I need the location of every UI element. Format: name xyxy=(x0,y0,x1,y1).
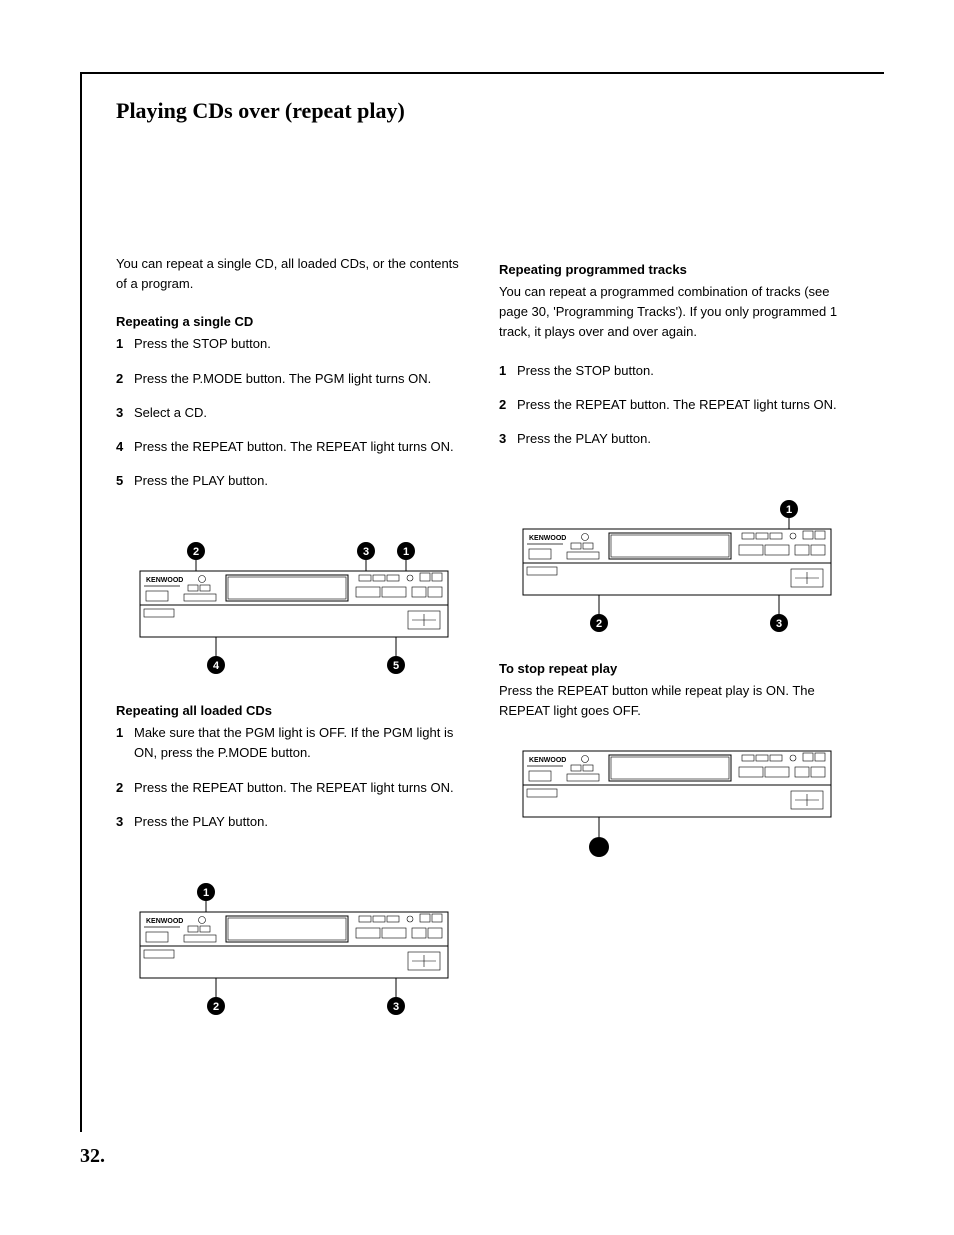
step-text: Press the PLAY button. xyxy=(134,471,471,491)
cd-player-diagram-icon: 1 KENWOOD xyxy=(134,850,454,1020)
step-number: 1 xyxy=(116,723,134,763)
step-number: 2 xyxy=(116,369,134,389)
step-text: Press the PLAY button. xyxy=(134,812,471,832)
svg-text:3: 3 xyxy=(775,618,781,630)
step: 5Press the PLAY button. xyxy=(116,471,471,491)
svg-text:4: 4 xyxy=(212,660,219,672)
heading-repeating-single-cd: Repeating a single CD xyxy=(116,312,471,332)
callout-2: 2 xyxy=(590,595,608,632)
left-column: You can repeat a single CD, all loaded C… xyxy=(116,254,471,1042)
page-frame: Playing CDs over (repeat play) You can r… xyxy=(80,72,884,1132)
cd-player-diagram-icon: KENWOOD xyxy=(517,739,837,879)
step-number: 4 xyxy=(116,437,134,457)
step-text: Press the PLAY button. xyxy=(517,429,854,449)
step-text: Press the REPEAT button. The REPEAT ligh… xyxy=(517,395,854,415)
page-number: 32. xyxy=(80,1145,105,1168)
heading-repeating-programmed: Repeating programmed tracks xyxy=(499,260,854,280)
step-number: 1 xyxy=(116,334,134,354)
callout-4: 4 xyxy=(207,637,225,674)
step-number: 2 xyxy=(116,778,134,798)
step: 1Make sure that the PGM light is OFF. If… xyxy=(116,723,471,763)
cd-player-diagram-icon: 1 KENWOOD xyxy=(517,467,837,637)
svg-text:KENWOOD: KENWOOD xyxy=(529,757,566,764)
svg-text:3: 3 xyxy=(362,546,368,558)
diagram-programmed: 1 KENWOOD xyxy=(499,467,854,637)
step-text: Press the STOP button. xyxy=(517,361,854,381)
step: 3Press the PLAY button. xyxy=(499,429,854,449)
cd-player-body: KENWOOD xyxy=(140,571,448,637)
svg-text:2: 2 xyxy=(192,546,198,558)
step-number: 2 xyxy=(499,395,517,415)
svg-text:1: 1 xyxy=(202,887,208,899)
svg-text:5: 5 xyxy=(392,660,398,672)
cd-player-body: KENWOOD xyxy=(140,912,448,978)
page-title: Playing CDs over (repeat play) xyxy=(116,98,854,124)
callout-5: 5 xyxy=(387,637,405,674)
content-columns: You can repeat a single CD, all loaded C… xyxy=(116,254,854,1042)
cd-player-body: KENWOOD xyxy=(523,529,831,595)
svg-text:KENWOOD: KENWOOD xyxy=(146,577,183,584)
step-text: Press the P.MODE button. The PGM light t… xyxy=(134,369,471,389)
step: 4Press the REPEAT button. The REPEAT lig… xyxy=(116,437,471,457)
callout-3: 3 xyxy=(770,595,788,632)
svg-text:1: 1 xyxy=(402,546,408,558)
step-text: Select a CD. xyxy=(134,403,471,423)
step: 1Press the STOP button. xyxy=(499,361,854,381)
step: 2Press the REPEAT button. The REPEAT lig… xyxy=(499,395,854,415)
svg-text:2: 2 xyxy=(212,1001,218,1013)
steps-repeating-single-cd: 1Press the STOP button. 2Press the P.MOD… xyxy=(116,334,471,491)
step: 3Select a CD. xyxy=(116,403,471,423)
callout-3: 3 xyxy=(387,978,405,1015)
steps-repeating-programmed: 1Press the STOP button. 2Press the REPEA… xyxy=(499,361,854,449)
svg-text:KENWOOD: KENWOOD xyxy=(529,535,566,542)
cd-player-body: KENWOOD xyxy=(523,751,831,817)
step-text: Press the STOP button. xyxy=(134,334,471,354)
step: 3Press the PLAY button. xyxy=(116,812,471,832)
diagram-all-cds: 1 KENWOOD xyxy=(116,850,471,1020)
step-number: 3 xyxy=(499,429,517,449)
step-text: Make sure that the PGM light is OFF. If … xyxy=(134,723,471,763)
right-column: Repeating programmed tracks You can repe… xyxy=(499,254,854,1042)
svg-text:3: 3 xyxy=(392,1001,398,1013)
callout-2: 2 xyxy=(207,978,225,1015)
diagram-stop-repeat: KENWOOD xyxy=(499,739,854,879)
diagram-single-cd: 2 3 1 KEN xyxy=(116,509,471,679)
callout-dot xyxy=(589,817,609,857)
step-number: 3 xyxy=(116,812,134,832)
step-number: 5 xyxy=(116,471,134,491)
step: 1Press the STOP button. xyxy=(116,334,471,354)
heading-stop-repeat: To stop repeat play xyxy=(499,659,854,679)
svg-text:KENWOOD: KENWOOD xyxy=(146,918,183,925)
heading-repeating-all-cds: Repeating all loaded CDs xyxy=(116,701,471,721)
svg-text:2: 2 xyxy=(595,618,601,630)
step-number: 1 xyxy=(499,361,517,381)
step-text: Press the REPEAT button. The REPEAT ligh… xyxy=(134,437,471,457)
step: 2Press the REPEAT button. The REPEAT lig… xyxy=(116,778,471,798)
step-text: Press the REPEAT button. The REPEAT ligh… xyxy=(134,778,471,798)
steps-repeating-all-cds: 1Make sure that the PGM light is OFF. If… xyxy=(116,723,471,832)
cd-player-diagram-icon: 2 3 1 KEN xyxy=(134,509,454,679)
intro-programmed: You can repeat a programmed combination … xyxy=(499,282,854,342)
step-number: 3 xyxy=(116,403,134,423)
step: 2Press the P.MODE button. The PGM light … xyxy=(116,369,471,389)
body-stop-repeat: Press the REPEAT button while repeat pla… xyxy=(499,681,854,721)
intro-text: You can repeat a single CD, all loaded C… xyxy=(116,254,471,294)
svg-text:1: 1 xyxy=(785,504,791,516)
